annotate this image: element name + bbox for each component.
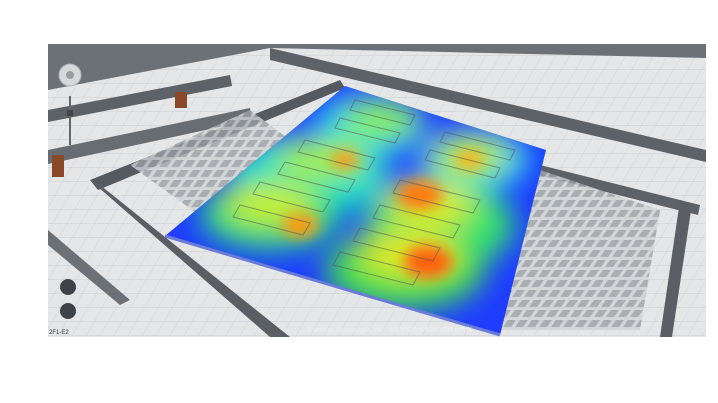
rack-area [500,170,660,330]
door [175,92,187,108]
compass-center [66,71,74,79]
wall [270,48,706,162]
wall [48,108,252,164]
reset-button[interactable] [60,303,76,319]
rack-rows [232,99,516,286]
walk-button[interactable] [60,279,76,295]
company: 北京优锘科技有限公司版权所有 [388,326,472,334]
wall [538,165,700,215]
scene: 2F1-E2 © uinnova Technologies, Inc. 北京优锘… [48,44,706,337]
wall [48,75,232,122]
zoom-handle[interactable] [67,110,73,116]
wall [90,180,290,337]
copyright: © uinnova Technologies, Inc. [307,327,384,334]
wall [660,200,692,337]
wall [48,44,706,90]
door [52,155,64,177]
floor-label: 2F1-E2 [49,330,69,336]
wall [48,230,130,305]
rack-area [130,110,330,230]
heatmap-layer [200,95,530,310]
heatmap-edge [164,234,501,337]
